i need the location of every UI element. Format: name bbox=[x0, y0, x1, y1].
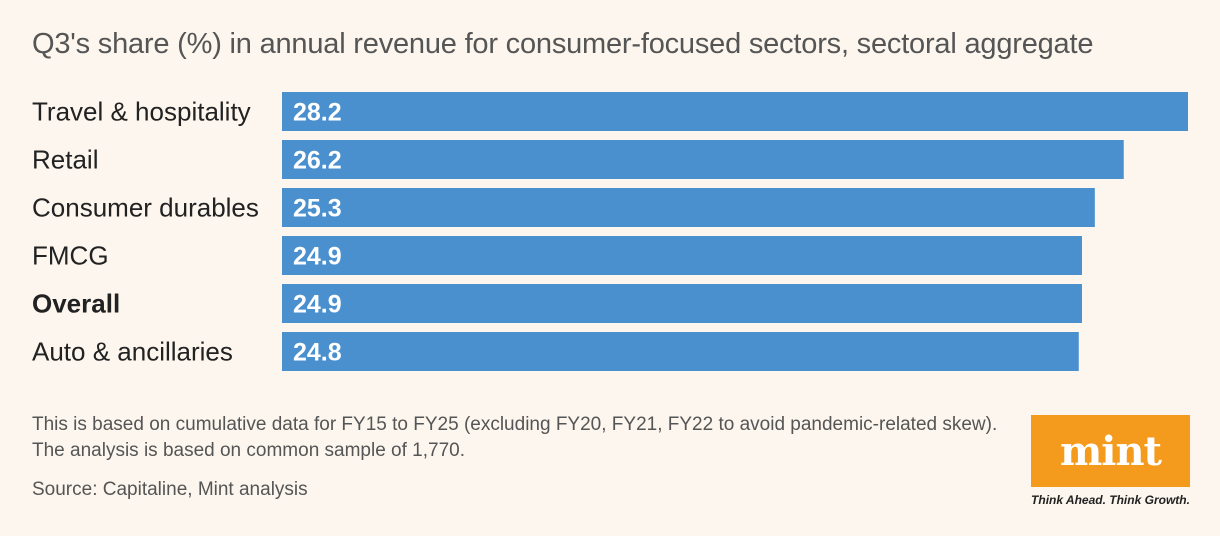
category-label-retail: Retail bbox=[32, 145, 98, 175]
value-label-consumer-durables: 25.3 bbox=[293, 195, 342, 223]
value-label-fmcg: 24.9 bbox=[293, 243, 342, 271]
category-label-travel-and-hospitality: Travel & hospitality bbox=[32, 97, 251, 127]
category-label-overall: Overall bbox=[32, 289, 120, 319]
chart-title: Q3's share (%) in annual revenue for con… bbox=[32, 28, 1094, 60]
category-label-auto-and-ancillaries: Auto & ancillaries bbox=[32, 337, 233, 367]
footnote-text: This is based on cumulative data for FY1… bbox=[32, 414, 998, 461]
bar-fmcg bbox=[282, 236, 1082, 275]
value-label-travel-and-hospitality: 28.2 bbox=[293, 99, 342, 127]
value-label-retail: 26.2 bbox=[293, 147, 342, 175]
category-label-fmcg: FMCG bbox=[32, 241, 109, 271]
brand-tagline: Think Ahead. Think Growth. bbox=[1031, 493, 1190, 507]
bar-travel-and-hospitality bbox=[282, 92, 1188, 131]
bar-consumer-durables bbox=[282, 188, 1095, 227]
value-label-auto-and-ancillaries: 24.8 bbox=[293, 339, 342, 367]
category-label-consumer-durables: Consumer durables bbox=[32, 193, 259, 223]
source-text: Source: Capitaline, Mint analysis bbox=[32, 479, 308, 500]
mint-logo: mint bbox=[1031, 415, 1190, 487]
bar-overall bbox=[282, 284, 1082, 323]
bar-auto-and-ancillaries bbox=[282, 332, 1079, 371]
bar-chart: Travel & hospitality 28.2 Retail 26.2 Consum… bbox=[32, 92, 1188, 371]
value-label-overall: 24.9 bbox=[293, 291, 342, 319]
bar-retail bbox=[282, 140, 1124, 179]
